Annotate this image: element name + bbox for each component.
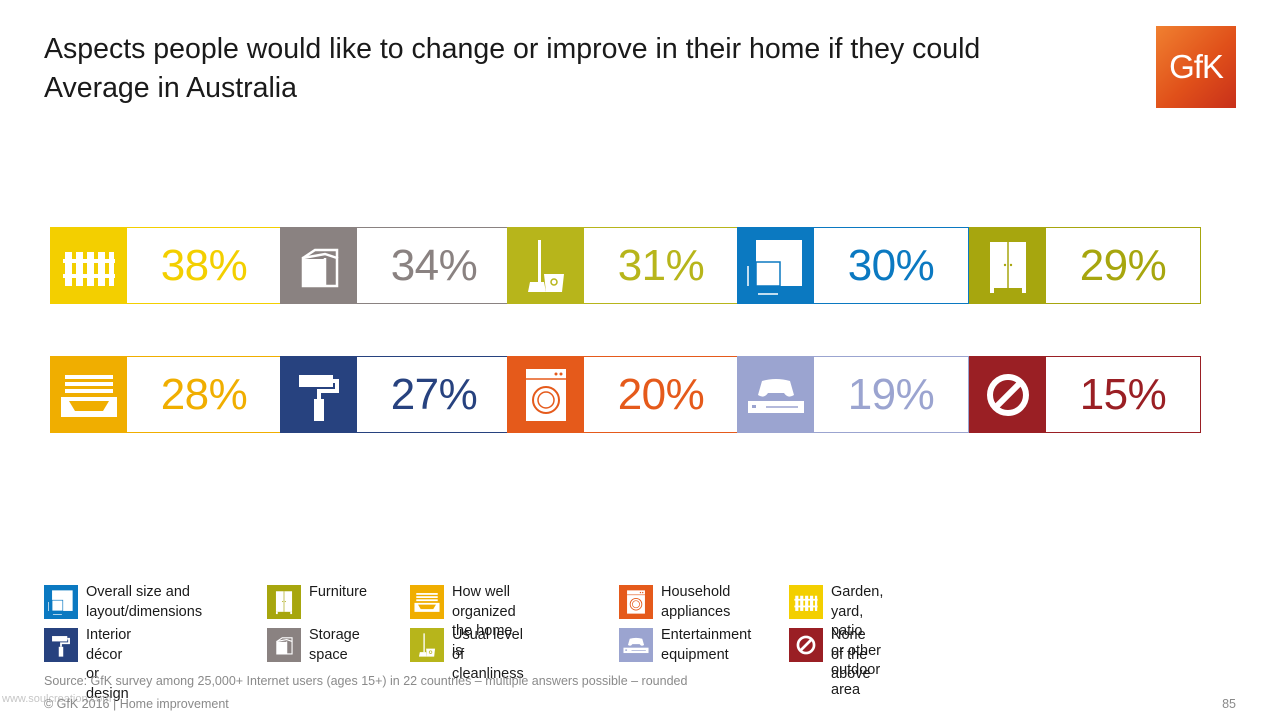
logo-text: GfK bbox=[1169, 48, 1224, 85]
tile-paint-roller: 27% bbox=[280, 356, 512, 433]
percentage-label: 29% bbox=[1079, 241, 1167, 290]
none-icon bbox=[789, 628, 823, 662]
floorplan-icon bbox=[44, 585, 78, 619]
legend-label-line-1: Interior décor bbox=[86, 627, 132, 663]
mop-bucket-icon bbox=[508, 228, 584, 303]
legend-label-line-2: the home is bbox=[452, 623, 513, 659]
box-icon bbox=[267, 628, 301, 662]
legend-label-line-1: Usual level bbox=[452, 627, 523, 643]
legend-label: Garden, yard, patio or other outdoor area bbox=[831, 583, 883, 700]
legend-label-line-1: Garden, yard, patio bbox=[831, 584, 884, 639]
legend-label-line-1: Household bbox=[661, 584, 731, 600]
legend-label-line-2: or design bbox=[86, 666, 129, 702]
legend-label: Storage space bbox=[309, 626, 360, 665]
watermark: www.soulcreation.com bbox=[2, 693, 112, 705]
tile-none: 15% bbox=[969, 356, 1201, 433]
legend-label-line-2: above bbox=[831, 666, 871, 682]
tile-box: 34% bbox=[280, 227, 512, 304]
legend-label: Interior décor or design bbox=[86, 626, 131, 704]
percentage-label: 27% bbox=[390, 370, 478, 419]
legend-label-line-1: How well organized bbox=[452, 584, 516, 620]
game-console-icon bbox=[738, 357, 814, 432]
tile-washing-machine: 20% bbox=[507, 356, 739, 433]
chart-title: Aspects people would like to change or i… bbox=[44, 30, 980, 108]
legend-label-line-2: or other outdoor area bbox=[831, 642, 881, 698]
drawer-icon bbox=[51, 357, 127, 432]
fence-icon bbox=[51, 228, 127, 303]
tile-mop-bucket: 31% bbox=[507, 227, 739, 304]
mop-bucket-icon bbox=[410, 628, 444, 662]
percentage-label: 30% bbox=[847, 241, 935, 290]
source-note: Source: GfK survey among 25,000+ Interne… bbox=[44, 674, 688, 688]
legend-label: Entertainment equipment bbox=[661, 626, 751, 665]
paint-roller-icon bbox=[281, 357, 357, 432]
legend-label-line-1: None of the bbox=[831, 627, 868, 663]
tile-fence: 38% bbox=[50, 227, 282, 304]
washing-machine-icon bbox=[619, 585, 653, 619]
tile-game-console: 19% bbox=[737, 356, 969, 433]
washing-machine-icon bbox=[508, 357, 584, 432]
percentage-label: 34% bbox=[390, 241, 478, 290]
legend-label-line-2: layout/dimensions bbox=[86, 603, 203, 620]
percentage-label: 15% bbox=[1079, 370, 1167, 419]
legend-label: None of the above bbox=[831, 626, 871, 685]
page-number: 85 bbox=[1222, 697, 1236, 711]
floorplan-icon bbox=[738, 228, 814, 303]
tile-wardrobe: 29% bbox=[969, 227, 1201, 304]
paint-roller-icon bbox=[44, 628, 78, 662]
title-line-2: Average in Australia bbox=[44, 72, 297, 104]
legend-label-line-1: Overall size and bbox=[86, 584, 190, 600]
drawer-icon bbox=[410, 585, 444, 619]
tile-floorplan: 30% bbox=[737, 227, 969, 304]
legend-label: How well organized the home is bbox=[452, 583, 516, 661]
game-console-icon bbox=[619, 628, 653, 662]
tile-drawer: 28% bbox=[50, 356, 282, 433]
title-line-1: Aspects people would like to change or i… bbox=[44, 33, 981, 65]
percentage-label: 28% bbox=[160, 370, 248, 419]
legend-label-line-1: Entertainment bbox=[661, 627, 752, 643]
legend-label: Overall size and layout/dimensions bbox=[86, 583, 202, 622]
legend-label-line-2: appliances bbox=[661, 603, 731, 620]
fence-icon bbox=[789, 585, 823, 619]
legend-label-line-2: of cleanliness bbox=[452, 646, 524, 683]
wardrobe-icon bbox=[267, 585, 301, 619]
percentage-label: 19% bbox=[847, 370, 935, 419]
legend-label-line-1: Storage bbox=[309, 627, 360, 643]
legend-label-line-2: space bbox=[309, 646, 348, 663]
legend-label: Usual level of cleanliness bbox=[452, 626, 524, 685]
none-icon bbox=[970, 357, 1046, 432]
percentage-label: 31% bbox=[617, 241, 705, 290]
legend-label-line-1: Furniture bbox=[309, 584, 368, 600]
wardrobe-icon bbox=[970, 228, 1046, 303]
footer: © GfK 2016 | Home improvement bbox=[44, 697, 229, 711]
percentage-label: 38% bbox=[160, 241, 248, 290]
legend-label: Furniture bbox=[309, 583, 367, 603]
percentage-label: 20% bbox=[617, 370, 705, 419]
legend-label-line-2: equipment bbox=[661, 646, 729, 663]
legend-label: Household appliances bbox=[661, 583, 730, 622]
gfk-logo: GfK bbox=[1156, 26, 1236, 108]
box-icon bbox=[281, 228, 357, 303]
